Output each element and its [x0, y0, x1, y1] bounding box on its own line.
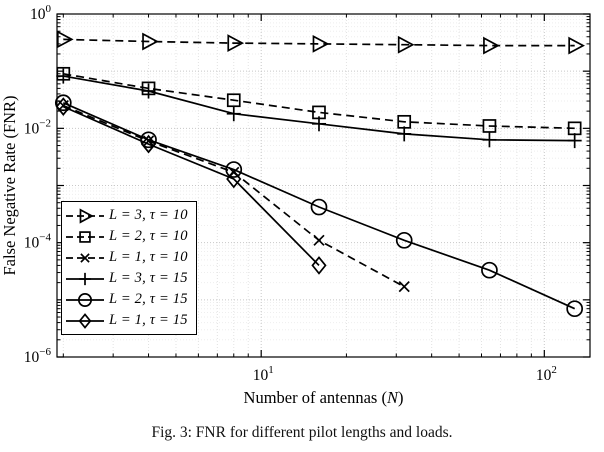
- marker-triangle-right: [312, 34, 330, 53]
- marker-circle: [225, 161, 243, 178]
- marker-triangle-right: [79, 207, 94, 224]
- legend-line-sample: [66, 292, 104, 307]
- marker-x: [313, 234, 325, 246]
- legend-line-sample: [66, 230, 104, 243]
- legend-item-3: L = 3, τ = 15: [65, 268, 188, 289]
- marker-square: [482, 119, 497, 133]
- marker-diamond: [311, 256, 327, 275]
- marker-diamond: [140, 134, 157, 154]
- x-tick-label: 101: [253, 364, 274, 384]
- marker-circle: [481, 261, 498, 279]
- marker-circle: [54, 94, 72, 112]
- legend-item-0: L = 3, τ = 10: [65, 205, 188, 226]
- marker-diamond: [78, 312, 92, 329]
- y-tick-label: 10−4: [24, 232, 52, 252]
- legend-line-sample: [66, 252, 104, 263]
- y-tick-label: 10−2: [24, 117, 51, 137]
- legend-label: L = 1, τ = 15: [109, 312, 188, 328]
- figure-caption: Fig. 3: FNR for different pilot lengths …: [151, 424, 453, 441]
- legend: L = 3, τ = 10 L = 2, τ = 10 L = 1, τ = 10 L…: [61, 201, 197, 335]
- series-line-1: [63, 72, 575, 130]
- series-line-5: [62, 105, 320, 266]
- marker-circle: [310, 198, 328, 216]
- marker-circle: [78, 292, 93, 307]
- legend-line-sample: [66, 272, 104, 285]
- marker-square: [79, 230, 91, 243]
- marker-triangle-right: [56, 30, 74, 49]
- legend-label: L = 2, τ = 15: [109, 291, 188, 307]
- marker-x: [80, 252, 90, 263]
- marker-circle: [395, 231, 413, 249]
- marker-triangle-right: [568, 36, 585, 55]
- legend-label: L = 2, τ = 10: [109, 228, 188, 244]
- marker-diamond: [55, 97, 71, 116]
- marker-x: [398, 281, 410, 293]
- legend-item-2: L = 1, τ = 10: [65, 247, 188, 268]
- legend-label: L = 3, τ = 10: [109, 207, 188, 223]
- marker-triangle-right: [483, 36, 500, 55]
- series-line-0: [63, 38, 575, 47]
- marker-triangle-right: [142, 32, 159, 51]
- legend-line-sample: [66, 207, 104, 224]
- series-line-4: [62, 102, 576, 310]
- fnr-chart: 101 102 100 10−2 10−4 10−6 False Negative Rate…: [0, 3, 591, 407]
- y-tick-label: 10−6: [24, 346, 52, 366]
- marker-circle: [140, 131, 157, 149]
- legend-item-4: L = 2, τ = 15: [65, 289, 188, 310]
- legend-label: L = 3, τ = 15: [109, 270, 188, 286]
- marker-triangle-right: [397, 35, 415, 54]
- legend-line-sample: [66, 312, 104, 329]
- marker-x: [142, 135, 155, 147]
- x-axis-label: Number of antennas (N): [244, 388, 404, 407]
- y-tick-label: 100: [30, 3, 52, 23]
- marker-circle: [566, 300, 584, 318]
- marker-triangle-right: [227, 34, 245, 52]
- legend-item-5: L = 1, τ = 15: [65, 310, 188, 331]
- x-tick-label: 102: [536, 364, 557, 384]
- legend-item-1: L = 2, τ = 10: [65, 226, 188, 247]
- y-axis-label: False Negative Rate (FNR): [0, 95, 19, 275]
- legend-label: L = 1, τ = 10: [109, 249, 188, 265]
- marker-diamond: [226, 169, 242, 189]
